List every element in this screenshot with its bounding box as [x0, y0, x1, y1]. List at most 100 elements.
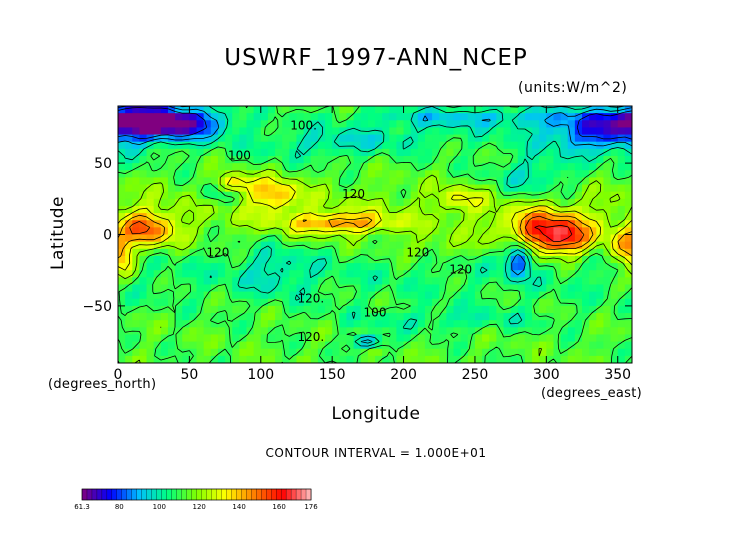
heatmap-cell: [210, 227, 219, 236]
heatmap-cell: [217, 191, 226, 200]
heatmap-cell: [417, 177, 426, 186]
heatmap-cell: [446, 341, 455, 350]
heatmap-cell: [603, 348, 612, 357]
heatmap-cell: [210, 334, 219, 343]
heatmap-cell: [267, 248, 276, 257]
heatmap-cell: [603, 198, 612, 207]
heatmap-cell: [567, 170, 576, 178]
heatmap-cell: [167, 298, 176, 307]
heatmap-cell: [489, 113, 497, 121]
heatmap-cell: [339, 220, 348, 228]
heatmap-cell: [496, 213, 505, 221]
heatmap-cell: [196, 341, 205, 350]
heatmap-cell: [375, 248, 383, 257]
heatmap-cell: [153, 184, 162, 193]
heatmap-cell: [617, 291, 626, 300]
heatmap-cell: [296, 348, 305, 357]
heatmap-cell: [167, 334, 176, 343]
heatmap-cell: [132, 141, 141, 150]
heatmap-cell: [239, 127, 248, 136]
heatmap-cell: [239, 241, 248, 250]
heatmap-cell: [467, 106, 476, 114]
heatmap-cell: [567, 241, 576, 250]
heatmap-cell: [225, 213, 233, 221]
heatmap-cell: [317, 198, 326, 207]
heatmap-cell: [432, 248, 440, 257]
heatmap-cell: [217, 334, 226, 343]
heatmap-cell: [175, 148, 183, 157]
heatmap-cell: [460, 127, 469, 136]
heatmap-cell: [424, 241, 433, 250]
heatmap-cell: [524, 355, 533, 363]
heatmap-cell: [296, 284, 305, 293]
heatmap-cell: [553, 334, 562, 343]
heatmap-cell: [267, 277, 276, 286]
heatmap-cell: [396, 155, 405, 164]
heatmap-cell: [210, 184, 219, 193]
heatmap-cell: [353, 220, 362, 228]
heatmap-cell: [160, 227, 169, 236]
heatmap-cell: [282, 263, 290, 271]
heatmap-cell: [439, 241, 447, 250]
colorbar-cell: [86, 488, 93, 501]
heatmap-cell: [118, 120, 126, 129]
heatmap-cell: [624, 277, 632, 286]
heatmap-cell: [403, 141, 412, 150]
heatmap-cell: [610, 120, 619, 129]
heatmap-cell: [332, 341, 340, 350]
heatmap-cell: [353, 141, 362, 150]
heatmap-cell: [153, 341, 162, 350]
heatmap-cell: [160, 141, 169, 150]
heatmap-cell: [446, 327, 455, 336]
heatmap-cell: [403, 248, 412, 257]
heatmap-cell: [517, 155, 526, 164]
heatmap-cell: [424, 255, 433, 264]
heatmap-cell: [553, 355, 562, 363]
heatmap-cell: [417, 148, 426, 157]
heatmap-cell: [325, 334, 333, 343]
heatmap-cell: [189, 191, 198, 200]
heatmap-cell: [375, 213, 383, 221]
heatmap-cell: [589, 134, 597, 143]
heatmap-cell: [482, 220, 490, 228]
heatmap-cell: [146, 213, 155, 221]
heatmap-cell: [303, 205, 312, 214]
heatmap-cell: [467, 277, 476, 286]
heatmap-cell: [317, 113, 326, 121]
heatmap-cell: [467, 305, 476, 314]
heatmap-cell: [167, 348, 176, 357]
heatmap-cell: [610, 198, 619, 207]
heatmap-cell: [175, 291, 183, 300]
heatmap-cell: [410, 191, 419, 200]
heatmap-cell: [546, 248, 555, 257]
heatmap-cell: [417, 227, 426, 236]
heatmap-cell: [253, 148, 262, 157]
heatmap-cell: [560, 263, 569, 271]
heatmap-cell: [153, 355, 162, 363]
heatmap-cell: [496, 284, 505, 293]
heatmap-cell: [453, 255, 462, 264]
heatmap-cell: [239, 320, 248, 328]
heatmap-cell: [582, 284, 590, 293]
heatmap-cell: [439, 341, 447, 350]
heatmap-cell: [432, 170, 440, 178]
heatmap-cell: [596, 220, 605, 228]
heatmap-cell: [267, 355, 276, 363]
heatmap-cell: [589, 241, 597, 250]
heatmap-cell: [325, 148, 333, 157]
heatmap-cell: [210, 205, 219, 214]
heatmap-cell: [210, 220, 219, 228]
heatmap-cell: [360, 234, 369, 243]
heatmap-cell: [539, 155, 547, 164]
heatmap-cell: [567, 227, 576, 236]
heatmap-cell: [160, 191, 169, 200]
heatmap-cell: [596, 355, 605, 363]
heatmap-cell: [296, 205, 305, 214]
heatmap-cell: [382, 291, 390, 300]
heatmap-cell: [589, 327, 597, 336]
heatmap-cell: [289, 198, 298, 207]
heatmap-cell: [375, 170, 383, 178]
heatmap-cell: [246, 205, 255, 214]
heatmap-cell: [446, 213, 455, 221]
heatmap-cell: [325, 355, 333, 363]
